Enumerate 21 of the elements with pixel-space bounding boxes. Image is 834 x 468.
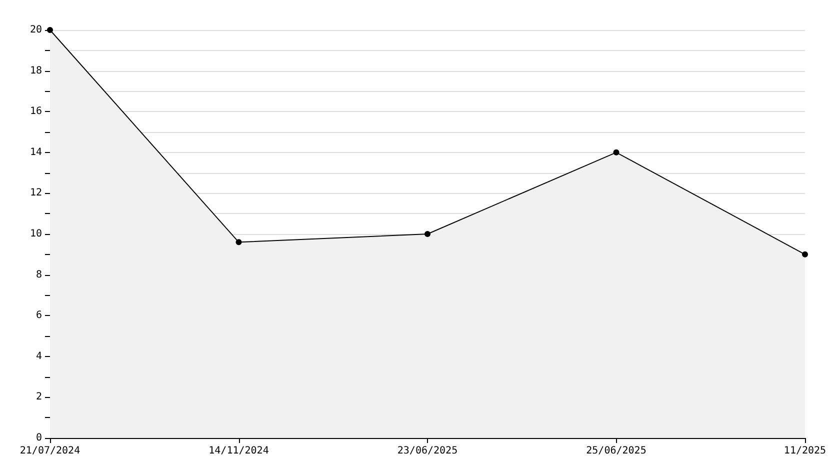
point <box>802 251 808 258</box>
point <box>424 231 430 237</box>
point <box>47 27 53 33</box>
x-tick-label: 25/06/2025 <box>586 446 646 456</box>
point <box>613 149 620 156</box>
x-tick-label: 14/11/2024 <box>208 446 269 456</box>
y-tick-label: 14 <box>30 146 42 158</box>
y-tick-label: 10 <box>30 228 42 240</box>
y-tick-label: 18 <box>30 65 42 76</box>
x-tick-label: 21/07/2024 <box>20 446 80 456</box>
y-tick-label: 16 <box>30 106 42 118</box>
y-tick-label: 6 <box>36 310 42 322</box>
y-tick-label: 0 <box>36 432 42 444</box>
y-tick-label: 2 <box>36 392 42 403</box>
y-tick-label: 8 <box>36 269 42 280</box>
y-tick-label: 4 <box>36 350 42 362</box>
y-tick-label: 20 <box>30 24 42 36</box>
y-tick-label: 12 <box>30 188 42 199</box>
x-tick-label: 23/06/2025 <box>397 446 458 456</box>
x-tick-label: 11/2025 <box>784 446 826 456</box>
point <box>236 239 242 246</box>
